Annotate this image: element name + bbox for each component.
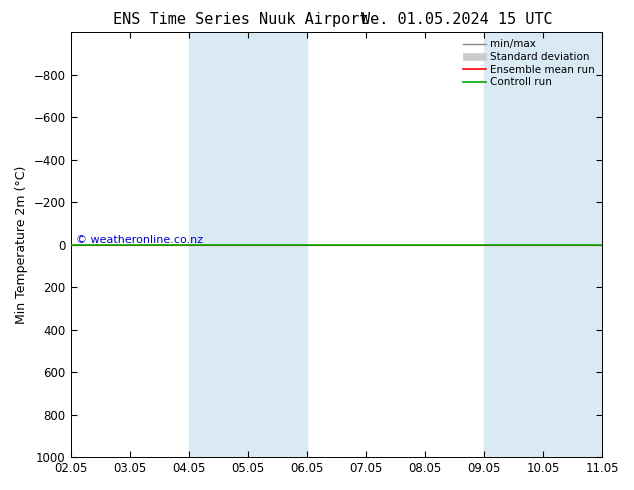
Text: We. 01.05.2024 15 UTC: We. 01.05.2024 15 UTC xyxy=(361,12,552,27)
Bar xyxy=(484,32,602,457)
Text: © weatheronline.co.nz: © weatheronline.co.nz xyxy=(76,235,203,245)
Bar xyxy=(189,32,307,457)
Text: ENS Time Series Nuuk Airport: ENS Time Series Nuuk Airport xyxy=(113,12,368,27)
Y-axis label: Min Temperature 2m (°C): Min Temperature 2m (°C) xyxy=(15,166,28,324)
Legend: min/max, Standard deviation, Ensemble mean run, Controll run: min/max, Standard deviation, Ensemble me… xyxy=(461,37,597,89)
